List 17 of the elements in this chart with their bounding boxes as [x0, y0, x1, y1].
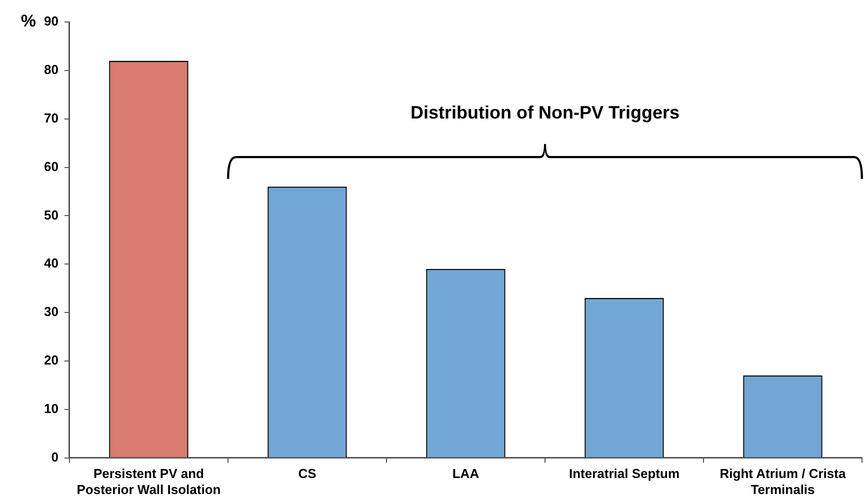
y-tick-label: 10 [44, 400, 58, 416]
y-tick-label: 40 [44, 256, 58, 271]
y-tick-label: 90 [44, 14, 58, 29]
y-tick-label: 70 [44, 110, 58, 126]
y-axis-title: % [20, 12, 36, 31]
x-tick-label: Interatrial Septum [568, 466, 680, 482]
x-tick-label: LAA [452, 466, 480, 482]
x-tick-label: Right Atrium / Crista Terminalis [720, 466, 846, 497]
y-tick-label: 30 [44, 304, 58, 320]
y-tick-label: 60 [44, 158, 58, 174]
annotation: Distribution of Non-PV Triggers [410, 102, 680, 122]
y-tick-label: 20 [44, 352, 58, 368]
x-tick-label: CS [298, 466, 317, 482]
x-tick-label: Persistent PV and Posterior Wall Isolation [76, 466, 221, 497]
y-tick-label: 80 [44, 62, 58, 77]
y-tick-label: 0 [51, 449, 58, 464]
y-tick-label: 50 [44, 207, 58, 222]
